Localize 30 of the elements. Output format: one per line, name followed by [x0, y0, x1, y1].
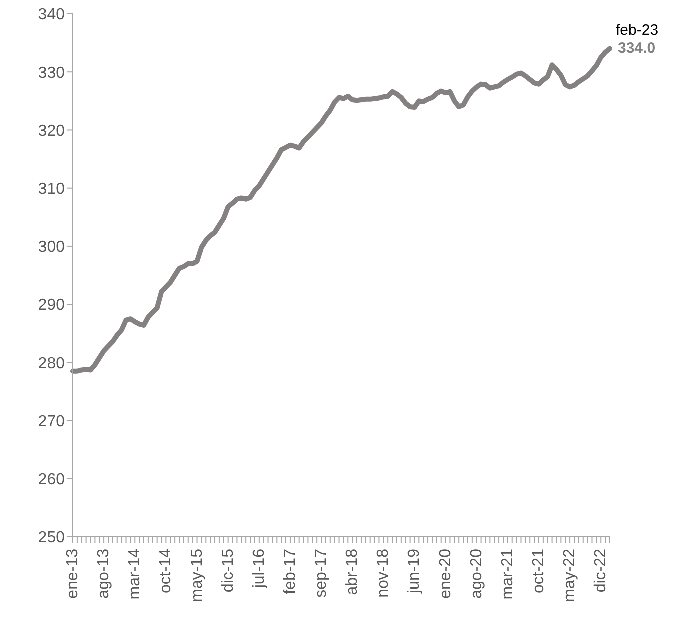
y-tick-label: 260 — [38, 472, 66, 489]
x-tick-label: nov-18 — [375, 548, 392, 598]
x-tick-label: may-22 — [562, 548, 579, 602]
x-tick-label: may-15 — [188, 548, 206, 602]
x-tick-label: ago-20 — [468, 548, 486, 599]
x-tick-label: feb-17 — [282, 548, 299, 594]
y-tick-label: 250 — [38, 530, 66, 547]
y-tick-label: 280 — [38, 355, 66, 372]
text: feb-23 — [616, 22, 659, 39]
data-label: 334.0 — [618, 40, 656, 57]
x-tick-label: ene-20 — [437, 548, 454, 599]
x-tick-label: jul-16 — [250, 548, 268, 590]
y-tick-label: 320 — [38, 122, 66, 140]
x-tick-label: oct-21 — [530, 548, 548, 594]
x-tick-label: dic-22 — [592, 548, 610, 593]
x-tick-label: dic-15 — [220, 548, 237, 593]
y-tick-label: 330 — [38, 64, 66, 82]
y-tick-label: 270 — [38, 413, 66, 430]
x-tick-label: mar-14 — [126, 548, 144, 600]
x-tick-label: ago-13 — [96, 548, 113, 599]
y-tick-label: 310 — [38, 181, 66, 198]
y-tick-label: 300 — [38, 239, 66, 256]
x-tick-label: jun-19 — [406, 548, 424, 594]
x-tick-label: mar-21 — [499, 548, 516, 600]
y-tick-label: 340 — [38, 6, 66, 24]
x-tick-label: abr-18 — [344, 548, 362, 596]
x-tick-label: ene-13 — [64, 548, 82, 599]
x-tick-label: oct-14 — [158, 548, 175, 594]
x-tick-label: sep-17 — [313, 548, 330, 598]
y-tick-label: 290 — [38, 297, 66, 314]
